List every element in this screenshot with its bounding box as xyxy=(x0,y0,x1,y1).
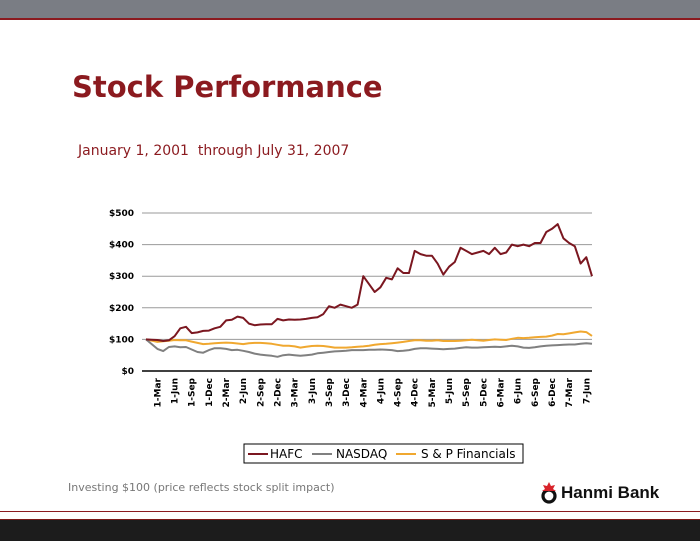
top-band xyxy=(0,0,700,18)
x-tick-label: 3-Jun xyxy=(308,378,318,404)
x-tick-label: 5-Mar xyxy=(428,377,438,407)
x-tick-label: 3-Sep xyxy=(325,377,335,407)
y-axis-ticks: $0 $100 $200 $300 $400 $500 xyxy=(109,209,134,377)
top-rule xyxy=(0,18,700,20)
legend-label-hafc: HAFC xyxy=(270,447,303,461)
x-tick-label: 4-Sep xyxy=(394,377,404,407)
series-lines xyxy=(145,223,593,358)
legend-label-nasdaq: NASDAQ xyxy=(336,447,387,461)
x-tick-label: 5-Dec xyxy=(479,378,489,407)
y-tick-label: $500 xyxy=(109,209,134,219)
x-tick-label: 2-Mar xyxy=(222,377,232,407)
y-tick-label: $100 xyxy=(109,335,134,345)
x-tick-label: 4-Jun xyxy=(376,378,386,404)
x-tick-label: 4-Mar xyxy=(359,377,369,407)
series-line-nasdaq xyxy=(145,338,593,358)
series-line-s-p-financials xyxy=(145,330,593,349)
y-tick-label: $200 xyxy=(109,304,134,314)
series-line-hafc xyxy=(145,223,593,342)
legend: HAFC NASDAQ S & P Financials xyxy=(243,443,524,464)
bottom-rule xyxy=(0,511,700,512)
x-tick-label: 3-Mar xyxy=(291,377,301,407)
page-title: Stock Performance xyxy=(72,70,383,104)
legend-box xyxy=(243,443,524,464)
footnote: Investing $100 (price reflects stock spl… xyxy=(68,481,335,494)
x-tick-label: 5-Jun xyxy=(445,378,455,404)
y-tick-label: $0 xyxy=(121,367,134,377)
hanmi-logo-icon xyxy=(541,482,557,504)
x-tick-label: 3-Dec xyxy=(342,378,352,407)
x-axis-ticks: 1-Mar 1-Jun 1-Sep 1-Dec 2-Mar 2-Jun 2-Sep 2-Dec… xyxy=(153,377,592,407)
x-tick-label: 1-Mar xyxy=(153,377,163,407)
x-tick-label: 7-Jun xyxy=(582,378,592,404)
x-tick-label: 1-Dec xyxy=(205,378,215,407)
x-tick-label: 6-Sep xyxy=(531,377,541,407)
gridlines xyxy=(142,212,592,372)
y-tick-label: $300 xyxy=(109,272,134,282)
y-tick-label: $400 xyxy=(109,241,134,251)
x-tick-label: 2-Dec xyxy=(274,378,284,407)
x-tick-label: 2-Jun xyxy=(239,378,249,404)
x-tick-label: 2-Sep xyxy=(256,377,266,407)
x-tick-label: 5-Sep xyxy=(462,377,472,407)
x-tick-label: 1-Jun xyxy=(171,378,181,404)
x-tick-label: 1-Sep xyxy=(188,377,198,407)
x-tick-label: 6-Dec xyxy=(548,378,558,407)
x-tick-label: 4-Dec xyxy=(411,378,421,407)
bottom-band xyxy=(0,519,700,541)
x-tick-label: 7-Mar xyxy=(565,377,575,407)
x-tick-label: 6-Jun xyxy=(514,378,524,404)
date-range-subtitle: January 1, 2001 through July 31, 2007 xyxy=(78,143,350,159)
hanmi-bank-logo: Hanmi Bank xyxy=(540,481,659,505)
legend-label-sp-financials: S & P Financials xyxy=(421,447,515,461)
x-tick-label: 6-Mar xyxy=(497,377,507,407)
logo-text: Hanmi Bank xyxy=(561,483,660,502)
